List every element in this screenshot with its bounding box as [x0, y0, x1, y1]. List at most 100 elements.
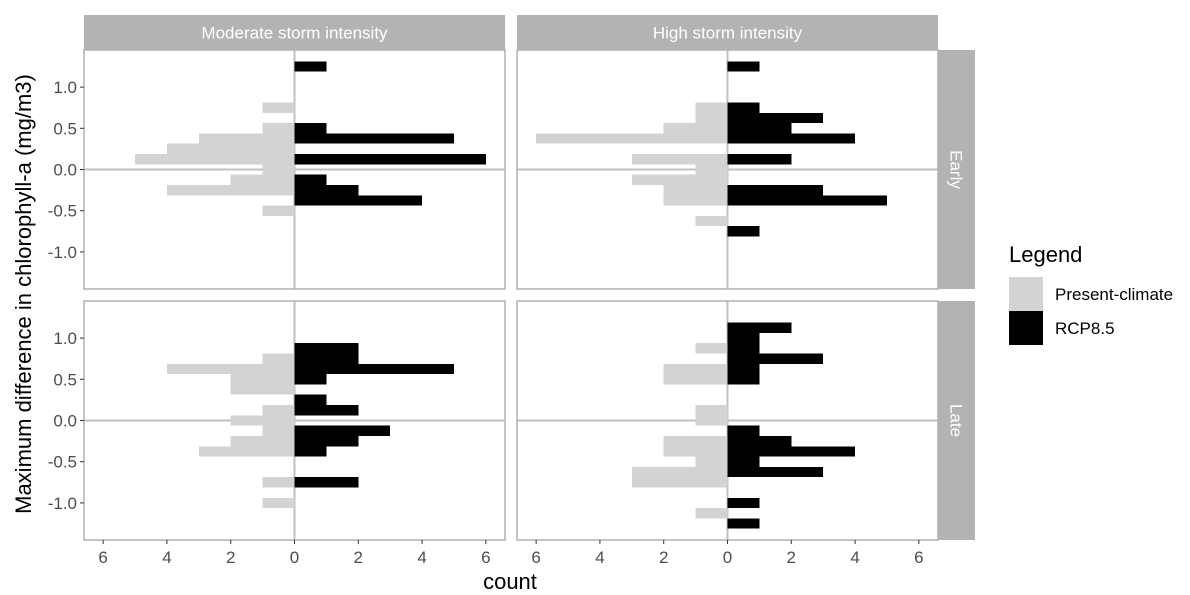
bar-present-climate — [166, 143, 295, 155]
y-tick-label-early-1: 0.5 — [53, 119, 77, 138]
bar-present-climate — [262, 353, 295, 364]
x-tick-label-high-storm-intensity-1: 4 — [595, 548, 604, 567]
bar-rcp85 — [727, 112, 824, 124]
bar-present-climate — [631, 477, 728, 488]
strip-label-early: Early — [947, 150, 966, 189]
bar-rcp85 — [294, 353, 359, 364]
bar-rcp85 — [727, 497, 760, 509]
bar-present-climate — [695, 343, 728, 354]
strip-label-high-storm-intensity: High storm intensity — [653, 24, 803, 43]
bar-present-climate — [695, 102, 728, 113]
x-tick-label-moderate-storm-intensity-6: 6 — [481, 548, 490, 567]
strip-label-late: Late — [947, 404, 966, 437]
panel-high-storm-intensity-early — [516, 49, 939, 290]
bar-rcp85 — [294, 363, 454, 375]
bar-rcp85 — [294, 435, 359, 447]
bar-present-climate — [262, 497, 295, 509]
bar-rcp85 — [727, 226, 760, 237]
y-tick-label-early-3: -0.5 — [48, 202, 77, 221]
legend-label-present-climate: Present-climate — [1055, 285, 1173, 304]
y-tick-label-late-1: 0.5 — [53, 370, 77, 389]
bar-rcp85 — [294, 61, 327, 72]
legend-title: Legend — [1009, 242, 1082, 267]
bar-rcp85 — [727, 322, 792, 333]
x-tick-label-high-storm-intensity-2: 2 — [659, 548, 668, 567]
bar-rcp85 — [727, 133, 856, 144]
bar-rcp85 — [727, 102, 760, 113]
panel-moderate-storm-intensity-late — [83, 300, 506, 541]
bar-present-climate — [663, 374, 728, 385]
bar-present-climate — [262, 405, 295, 416]
bar-rcp85 — [294, 133, 454, 144]
bar-rcp85 — [727, 343, 760, 354]
bar-rcp85 — [294, 405, 359, 416]
y-axis-title: Maximum difference in chlorophyll-a (mg/… — [11, 74, 36, 514]
bar-rcp85 — [727, 456, 760, 467]
bar-present-climate — [536, 133, 728, 144]
bar-rcp85 — [727, 363, 760, 375]
legend-label-rcp85: RCP8.5 — [1055, 319, 1115, 338]
strip-early — [938, 50, 975, 289]
bar-rcp85 — [294, 425, 391, 436]
bar-present-climate — [631, 174, 728, 185]
bar-present-climate — [663, 195, 728, 206]
bar-present-climate — [166, 184, 295, 196]
bar-rcp85 — [727, 353, 824, 364]
x-tick-label-moderate-storm-intensity-5: 4 — [417, 548, 426, 567]
bar-present-climate — [663, 435, 728, 447]
bar-present-climate — [695, 508, 728, 519]
bar-rcp85 — [727, 195, 887, 206]
bar-rcp85 — [294, 343, 359, 354]
bar-rcp85 — [727, 332, 760, 344]
bar-present-climate — [230, 435, 295, 447]
bar-present-climate — [198, 133, 295, 144]
bar-present-climate — [262, 123, 295, 134]
x-tick-label-high-storm-intensity-5: 4 — [850, 548, 859, 567]
bar-rcp85 — [727, 184, 824, 196]
y-tick-label-early-2: 0.0 — [53, 161, 77, 180]
bar-present-climate — [262, 425, 295, 436]
panel-high-storm-intensity-late — [516, 300, 939, 541]
axes-layer: Moderate storm intensity High storm inten… — [48, 15, 975, 567]
bar-rcp85 — [727, 123, 792, 134]
x-tick-label-high-storm-intensity-0: 6 — [531, 548, 540, 567]
bar-rcp85 — [294, 394, 327, 406]
y-tick-label-late-3: -0.5 — [48, 453, 77, 472]
bar-present-climate — [695, 456, 728, 467]
y-tick-label-late-2: 0.0 — [53, 412, 77, 431]
legend: Legend Present-climate RCP8.5 — [1009, 242, 1173, 345]
bar-present-climate — [198, 446, 295, 457]
bar-rcp85 — [294, 174, 327, 185]
bar-rcp85 — [727, 446, 856, 457]
bar-rcp85 — [727, 61, 760, 72]
x-tick-label-moderate-storm-intensity-2: 2 — [226, 548, 235, 567]
panels-layer — [83, 49, 939, 541]
bar-present-climate — [663, 184, 728, 196]
bar-present-climate — [663, 363, 728, 375]
x-tick-label-moderate-storm-intensity-3: 0 — [290, 548, 299, 567]
x-tick-label-moderate-storm-intensity-1: 4 — [162, 548, 171, 567]
bar-present-climate — [230, 374, 295, 385]
bar-present-climate — [166, 363, 295, 375]
bar-present-climate — [663, 123, 728, 134]
bar-rcp85 — [294, 184, 359, 196]
y-tick-label-early-4: -1.0 — [48, 243, 77, 262]
bar-rcp85 — [294, 154, 486, 165]
bar-present-climate — [262, 102, 295, 113]
bar-present-climate — [230, 415, 295, 426]
panel-moderate-storm-intensity-early — [83, 49, 506, 290]
strip-high-storm-intensity — [517, 15, 938, 50]
y-tick-label-late-0: 1.0 — [53, 329, 77, 348]
strip-late — [938, 301, 975, 540]
bar-rcp85 — [727, 425, 760, 436]
bar-rcp85 — [727, 518, 760, 529]
bar-rcp85 — [294, 446, 327, 457]
bar-present-climate — [230, 384, 295, 395]
bar-rcp85 — [294, 477, 359, 488]
legend-key-present-climate — [1009, 277, 1043, 311]
bar-rcp85 — [727, 466, 824, 478]
legend-key-rcp85 — [1009, 311, 1043, 345]
bar-present-climate — [262, 205, 295, 216]
y-tick-label-early-0: 1.0 — [53, 78, 77, 97]
